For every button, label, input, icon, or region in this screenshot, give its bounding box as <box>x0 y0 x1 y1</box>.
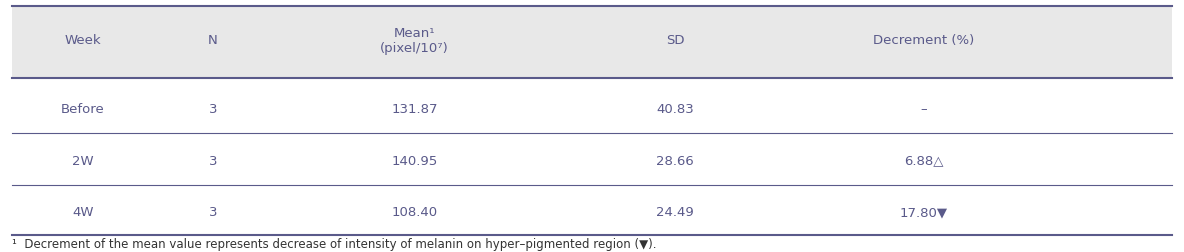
Text: 40.83: 40.83 <box>656 103 694 115</box>
Text: 28.66: 28.66 <box>656 154 694 167</box>
Text: Before: Before <box>62 103 104 115</box>
Text: ¹  Decrement of the mean value represents decrease of intensity of melanin on hy: ¹ Decrement of the mean value represents… <box>12 238 656 250</box>
Text: 4W: 4W <box>72 205 94 218</box>
Text: 131.87: 131.87 <box>391 103 438 115</box>
Text: 3: 3 <box>208 154 218 167</box>
Text: 140.95: 140.95 <box>391 154 438 167</box>
Text: 24.49: 24.49 <box>656 205 694 218</box>
Text: 108.40: 108.40 <box>392 205 437 218</box>
Text: 17.80▼: 17.80▼ <box>900 205 947 218</box>
Text: 3: 3 <box>208 103 218 115</box>
Text: 2W: 2W <box>72 154 94 167</box>
Text: SD: SD <box>665 34 684 47</box>
Text: –: – <box>920 103 927 115</box>
Text: 6.88△: 6.88△ <box>903 154 944 167</box>
Text: Week: Week <box>65 34 101 47</box>
Text: Mean¹
(pixel/10⁷): Mean¹ (pixel/10⁷) <box>380 26 449 54</box>
Bar <box>12 7 1172 78</box>
Text: 3: 3 <box>208 205 218 218</box>
Text: N: N <box>208 34 218 47</box>
Text: Decrement (%): Decrement (%) <box>873 34 974 47</box>
